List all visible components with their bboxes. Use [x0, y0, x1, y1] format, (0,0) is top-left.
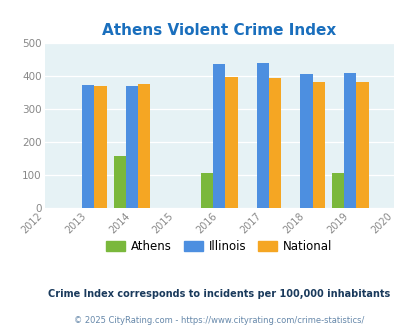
- Bar: [269, 78, 281, 208]
- Legend: Athens, Illinois, National: Athens, Illinois, National: [101, 236, 336, 258]
- Bar: [343, 73, 356, 208]
- Bar: [256, 63, 269, 208]
- Bar: [213, 64, 225, 208]
- Bar: [94, 86, 107, 208]
- Text: Crime Index corresponds to incidents per 100,000 inhabitants: Crime Index corresponds to incidents per…: [48, 289, 389, 299]
- Bar: [113, 156, 126, 208]
- Bar: [331, 173, 343, 208]
- Bar: [126, 86, 138, 208]
- Text: © 2025 CityRating.com - https://www.cityrating.com/crime-statistics/: © 2025 CityRating.com - https://www.city…: [74, 316, 364, 325]
- Bar: [138, 84, 150, 208]
- Title: Athens Violent Crime Index: Athens Violent Crime Index: [102, 22, 335, 38]
- Bar: [200, 173, 213, 208]
- Bar: [312, 82, 324, 208]
- Bar: [300, 74, 312, 208]
- Bar: [82, 85, 94, 208]
- Bar: [356, 82, 368, 208]
- Bar: [225, 77, 237, 208]
